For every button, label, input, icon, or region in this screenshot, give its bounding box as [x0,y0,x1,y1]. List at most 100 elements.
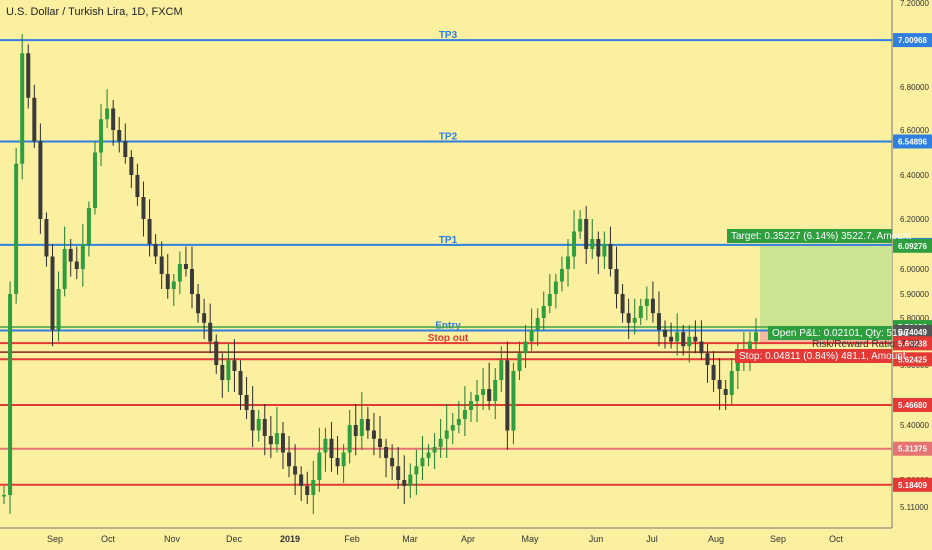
x-tick-label: Sep [770,534,786,544]
y-tick-label: 5.11000 [900,503,929,512]
candle-body [420,458,425,467]
candle-body [499,360,504,380]
candle-body [396,466,401,480]
candle-body [214,341,219,365]
candle-body [468,401,473,410]
candle-body [378,438,382,447]
y-tick-label: 6.80000 [900,83,929,92]
candle-body [529,329,534,342]
price-axis-pane [892,0,932,550]
candle-body [99,119,104,153]
price-label-bg [893,238,932,253]
candle-body [238,371,243,395]
candle-body [450,425,455,431]
y-tick-label: 6.20000 [900,215,929,224]
candle-body [62,249,67,289]
candle-body [111,108,116,130]
candle-body [86,208,91,244]
candle-body [493,380,498,401]
candle-body [675,332,680,342]
candle-body [523,341,528,354]
candle-body [250,410,255,431]
candle-body [14,163,19,294]
y-tick-label: 6.00000 [900,265,929,274]
candle-body [335,458,340,467]
candle-body [153,244,158,257]
candle-body [723,389,728,395]
price-label: 7.00968 [898,36,927,45]
target-label-bg [727,229,892,243]
candle-body [208,322,213,342]
x-tick-label: 2019 [280,534,300,544]
candle-body [329,438,334,458]
candle-body [663,329,668,337]
candle-body [244,395,249,410]
candle-body [293,466,298,475]
candle-body [547,294,552,306]
candle-body [147,219,152,244]
target-zone [760,244,892,331]
candle-body [614,269,619,294]
candle-body [117,130,122,142]
candle-body [669,336,674,342]
target-label: Target: 0.35227 (6.14%) 3522.7, Amount [731,231,911,242]
candle-body [274,433,279,445]
candle-body [693,336,698,342]
candle-body [438,438,443,447]
candle-body [299,474,304,486]
candle-body [202,313,207,323]
level-label: TP2 [439,131,458,142]
y-tick-label: 5.90000 [900,290,929,299]
price-label: 5.69238 [898,339,927,348]
x-tick-label: Oct [101,534,116,544]
candle-body [226,360,231,380]
x-tick-label: Aug [708,534,724,544]
candle-body [505,360,510,431]
candle-body [359,419,364,436]
x-tick-label: Jun [589,534,604,544]
x-tick-label: Dec [226,534,243,544]
candle-body [92,152,97,208]
candle-body [456,419,461,425]
candle-body [475,395,480,401]
candle-body [511,371,516,431]
candle-body [256,419,261,431]
candle-body [232,360,237,371]
candle-body [535,318,540,330]
candle-body [32,97,37,142]
candle-body [311,480,316,495]
price-label-bg [893,397,932,412]
candle-body [705,353,710,365]
candle-body [596,239,601,257]
candle-body [620,294,625,314]
stop-label-bg [735,349,892,363]
candle-body [141,197,146,219]
price-label-bg [893,352,932,367]
price-label-bg [893,441,932,456]
candle-body [414,466,419,475]
y-tick-label: 6.60000 [900,126,929,135]
candle-body [220,365,225,380]
rr-label: Risk/Reward Ratio: 7.32 [812,339,920,350]
candle-body [729,371,734,395]
candle-body [268,436,273,445]
candle-body [196,294,201,314]
candle-body [26,53,31,98]
candle-body [80,244,85,269]
price-label-bg [893,336,932,351]
candle-body [602,244,607,257]
candle-body [74,261,79,269]
x-tick-label: Jul [646,534,658,544]
candle-body [129,157,134,175]
level-label: Entry [435,321,461,332]
candle-body [68,249,73,262]
candle-body [584,219,589,249]
candle-body [365,419,370,431]
x-tick-label: May [521,534,539,544]
candle-body [44,219,49,257]
candle-body [38,141,43,219]
candle-body [578,219,583,232]
candle-body [487,389,492,401]
price-label: 5.46680 [898,401,927,410]
